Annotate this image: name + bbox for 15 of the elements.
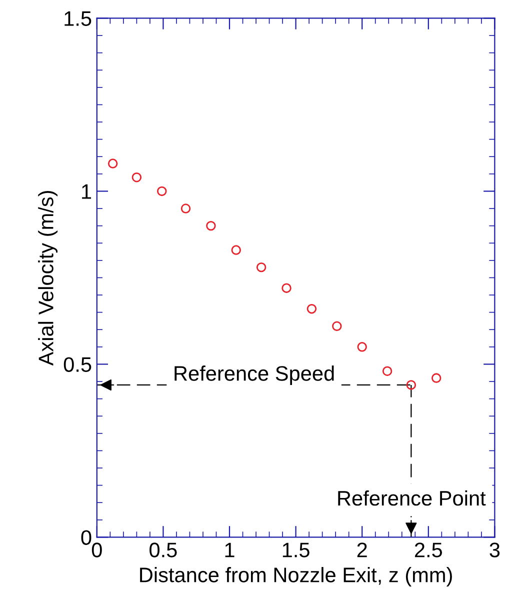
y-tick-label: 1.5 (64, 11, 92, 26)
y-tick-label: 0 (81, 530, 92, 545)
x-tick-label: 1 (225, 542, 234, 558)
x-axis-title: Distance from Nozzle Exit, z (mm) (140, 567, 452, 586)
x-tick-label: 3 (490, 542, 500, 558)
ref-line-label: Reference Speed (174, 366, 334, 385)
x-tick-label: 0.5 (150, 542, 177, 558)
x-tick-label: 2.5 (414, 542, 442, 558)
y-axis-title: Axial Velocity (m/s) (38, 191, 58, 366)
x-tick-label: 2 (357, 542, 367, 558)
y-tick-label: 0.5 (64, 357, 92, 372)
x-tick-label: 1.5 (282, 542, 310, 558)
x-tick-label: 0 (92, 542, 102, 558)
y-tick-label: 1 (82, 184, 92, 199)
ref-line-label: Reference Point (338, 490, 486, 506)
